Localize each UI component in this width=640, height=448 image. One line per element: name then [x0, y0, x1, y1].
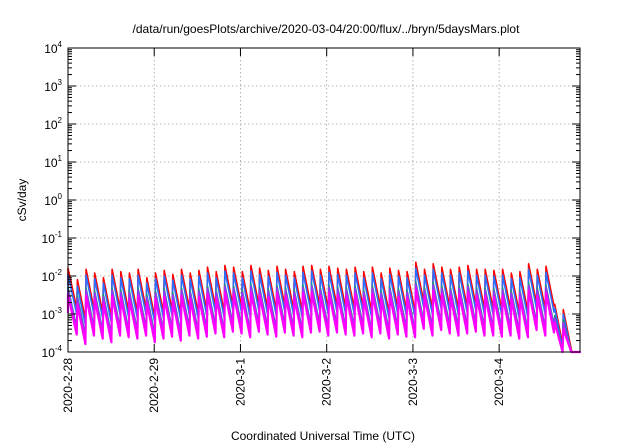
x-tick-label: 2020-3-1 [233, 358, 247, 406]
y-tick-label: 10-3 [42, 306, 63, 322]
series-lines [66, 261, 582, 354]
y-tick-label: 10-1 [42, 230, 63, 246]
y-axis-label: cSv/day [15, 179, 29, 222]
y-tick-labels: 10-4 10-3 10-2 10-1 100 101 102 103 104 [42, 40, 63, 360]
series-line [66, 288, 582, 354]
ticks [67, 47, 580, 353]
y-tick-label: 10-4 [42, 344, 63, 360]
gridlines [68, 48, 580, 352]
y-tick-label: 103 [44, 78, 62, 94]
y-tick-label: 100 [44, 192, 62, 208]
x-tick-label: 2020-3-2 [320, 358, 334, 406]
x-tick-labels: 2020-2-28 2020-2-29 2020-3-1 2020-3-2 2020-3… [61, 358, 506, 413]
y-tick-label: 10-2 [42, 268, 63, 284]
x-tick-label: 2020-2-28 [61, 358, 75, 413]
x-axis-label: Coordinated Universal Time (UTC) [231, 429, 415, 443]
y-tick-label: 102 [44, 116, 62, 132]
chart-title: /data/run/goesPlots/archive/2020-03-04/2… [133, 22, 521, 36]
y-tick-label: 101 [44, 154, 62, 170]
y-tick-label: 104 [44, 40, 62, 56]
x-tick-label: 2020-2-29 [147, 358, 161, 413]
x-tick-label: 2020-3-4 [492, 358, 506, 406]
x-tick-label: 2020-3-3 [406, 358, 420, 406]
